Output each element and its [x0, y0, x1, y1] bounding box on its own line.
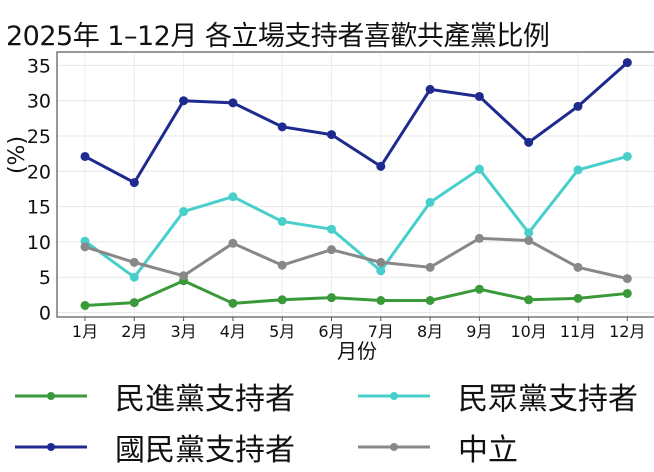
data-series: [80, 58, 632, 310]
data-point: [179, 207, 189, 217]
y-tick-label: 20: [27, 161, 51, 183]
legend-label: 民眾黨支持者: [458, 382, 638, 417]
legend: 民進黨支持者 民眾黨支持者 國民黨支持者 中立: [0, 368, 654, 469]
data-point: [129, 257, 139, 267]
legend-label: 國民黨支持者: [115, 433, 295, 468]
chart-title: 2025年 1–12月 各立場支持者喜歡共產黨比例: [6, 21, 550, 52]
data-point: [80, 151, 90, 161]
data-point: [622, 274, 632, 284]
data-point: [277, 122, 287, 132]
legend-item-kmt: 國民黨支持者: [15, 422, 295, 472]
data-point: [425, 197, 435, 207]
data-point: [80, 242, 90, 252]
plot-frame: [56, 51, 654, 318]
data-point: [474, 233, 484, 243]
data-point: [327, 130, 336, 140]
data-point: [573, 165, 583, 175]
data-point: [474, 91, 484, 101]
data-point: [327, 293, 336, 303]
data-point: [524, 235, 534, 245]
data-point: [524, 295, 534, 305]
data-point: [80, 300, 90, 310]
data-point: [228, 192, 238, 202]
legend-line-marker-icon: [15, 392, 87, 400]
legend-item-neutral: 中立: [358, 422, 518, 472]
data-point: [179, 96, 189, 106]
x-tick-label: 11月: [560, 322, 596, 341]
data-point: [376, 266, 386, 276]
series-line: [80, 276, 632, 310]
legend-item-dpp: 民進黨支持者: [15, 371, 295, 421]
x-tick-label: 5月: [269, 322, 295, 341]
x-axis-ticks: 1月 2月 3月 4月 5月 6月 7月 8月 9月 10月 11月 12月: [72, 317, 645, 341]
series-line: [80, 151, 632, 282]
series-line: [80, 58, 632, 188]
legend-label: 中立: [458, 433, 518, 468]
data-point: [277, 216, 287, 226]
data-point: [573, 262, 583, 272]
y-tick-label: 5: [39, 267, 51, 289]
x-axis-label: 月份: [337, 339, 377, 363]
x-tick-label: 9月: [466, 322, 492, 341]
grid-lines: [57, 52, 654, 317]
data-point: [277, 295, 287, 305]
x-tick-label: 10月: [511, 322, 547, 341]
legend-item-tpp: 民眾黨支持者: [358, 371, 638, 421]
x-tick-label: 2月: [121, 322, 147, 341]
data-point: [277, 260, 287, 270]
x-tick-label: 7月: [368, 322, 394, 341]
legend-line-marker-icon: [358, 443, 430, 451]
y-tick-label: 25: [27, 126, 51, 148]
data-point: [228, 98, 238, 108]
legend-line-marker-icon: [15, 443, 87, 451]
x-tick-label: 12月: [609, 322, 645, 341]
y-tick-label: 35: [27, 55, 51, 77]
y-tick-label: 10: [27, 232, 51, 254]
data-point: [129, 178, 139, 188]
x-tick-label: 6月: [318, 322, 344, 341]
data-point: [425, 84, 435, 94]
data-point: [376, 257, 386, 267]
data-point: [425, 295, 435, 305]
data-point: [573, 293, 583, 303]
data-point: [622, 58, 632, 68]
data-point: [622, 288, 632, 298]
data-point: [524, 228, 534, 238]
data-point: [129, 272, 139, 282]
legend-label: 民進黨支持者: [115, 382, 295, 417]
data-point: [474, 284, 484, 294]
data-point: [179, 271, 189, 281]
data-point: [129, 298, 139, 308]
series-line: [80, 233, 632, 284]
legend-line-marker-icon: [358, 392, 430, 400]
data-point: [228, 238, 238, 248]
data-point: [425, 262, 435, 272]
y-tick-label: 0: [39, 303, 51, 325]
y-axis-label: (%): [5, 136, 30, 174]
x-tick-label: 3月: [171, 322, 197, 341]
data-point: [622, 151, 632, 161]
data-point: [376, 295, 386, 305]
data-point: [573, 101, 583, 111]
data-point: [327, 245, 336, 255]
y-tick-label: 30: [27, 91, 51, 113]
x-tick-label: 4月: [220, 322, 246, 341]
data-point: [474, 164, 484, 174]
y-axis-ticks: 0 5 10 15 20 25 30 35: [27, 55, 51, 324]
x-tick-label: 8月: [417, 322, 443, 341]
data-point: [327, 224, 336, 234]
data-point: [524, 137, 534, 147]
data-point: [228, 298, 238, 308]
x-tick-label: 1月: [72, 322, 98, 341]
data-point: [376, 161, 386, 171]
y-tick-label: 15: [27, 197, 51, 219]
